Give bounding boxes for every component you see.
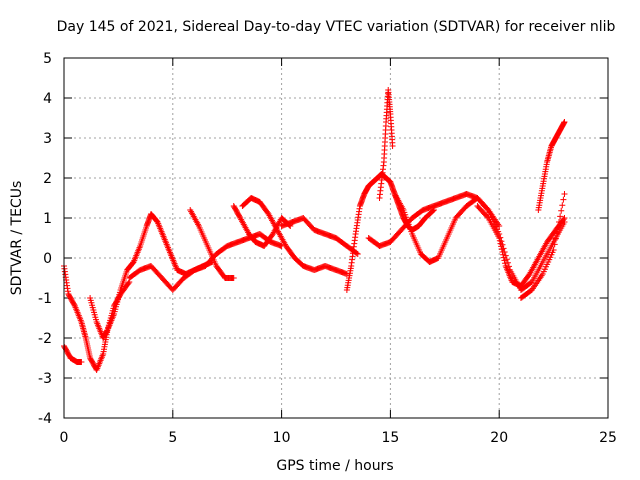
data-point [560,216,567,223]
data-point [389,143,396,149]
y-tick-label: 3 [43,131,52,147]
data-point [484,205,491,212]
data-point [556,219,563,225]
data-point [554,224,561,231]
series-track-11 [365,191,503,249]
data-point [557,213,564,220]
data-point [496,237,503,244]
data-point [560,196,567,203]
data-point [496,235,503,241]
data-point [552,235,559,242]
data-point [498,246,505,253]
series-track-2 [61,343,85,365]
data-point [553,230,560,237]
data-point [501,257,508,264]
data-point [502,260,509,267]
x-tick-label: 20 [490,430,508,446]
series-track-7 [239,195,350,277]
y-tick-label: 2 [43,171,52,187]
y-tick-label: -3 [38,371,52,387]
y-tick-label: 0 [43,251,52,267]
series-track-5 [187,207,237,281]
series-track-13 [474,203,568,289]
data-point [230,275,237,281]
data-point [499,249,506,255]
chart-title: Day 145 of 2021, Sidereal Day-to-day VTE… [57,19,616,35]
plot-frame [63,57,609,419]
x-tick-label: 10 [273,430,291,446]
y-tick-label: 5 [43,51,52,67]
x-tick-label: 25 [599,430,617,446]
series-track-14 [535,119,568,213]
x-tick-label: 15 [381,430,399,446]
y-axis-label: SDTVAR / TECUs [9,181,25,296]
data-point [496,223,503,229]
x-tick-label: 5 [168,430,177,446]
y-tick-label: 1 [43,211,52,227]
y-tick-label: 4 [43,91,52,107]
series-track-10 [376,87,396,201]
data-point [558,207,565,214]
data-point [561,215,568,221]
data-point [484,213,491,220]
data-point [78,359,85,365]
data-point [559,202,566,209]
data-point [354,251,361,257]
data-point [498,243,505,250]
y-tick-label: -2 [38,331,52,347]
y-tick-label: -4 [38,411,52,427]
data-point [497,240,504,247]
x-axis-label: GPS time / hours [276,458,393,474]
x-tick-label: 0 [60,430,69,446]
data-point [551,241,558,248]
data-points [61,87,568,373]
data-point [125,280,132,287]
data-point [550,247,557,253]
data-point [500,254,507,261]
data-point [71,301,78,308]
tick-labels: 0 5 10 15 20 25 -4 -3 -2 -1 0 1 2 3 4 5 [38,51,617,446]
data-point [500,251,507,258]
series-track-15 [517,191,568,301]
data-point [561,119,568,125]
y-tick-label: -1 [38,291,52,307]
series-track-3 [87,211,215,341]
data-point [561,191,568,197]
